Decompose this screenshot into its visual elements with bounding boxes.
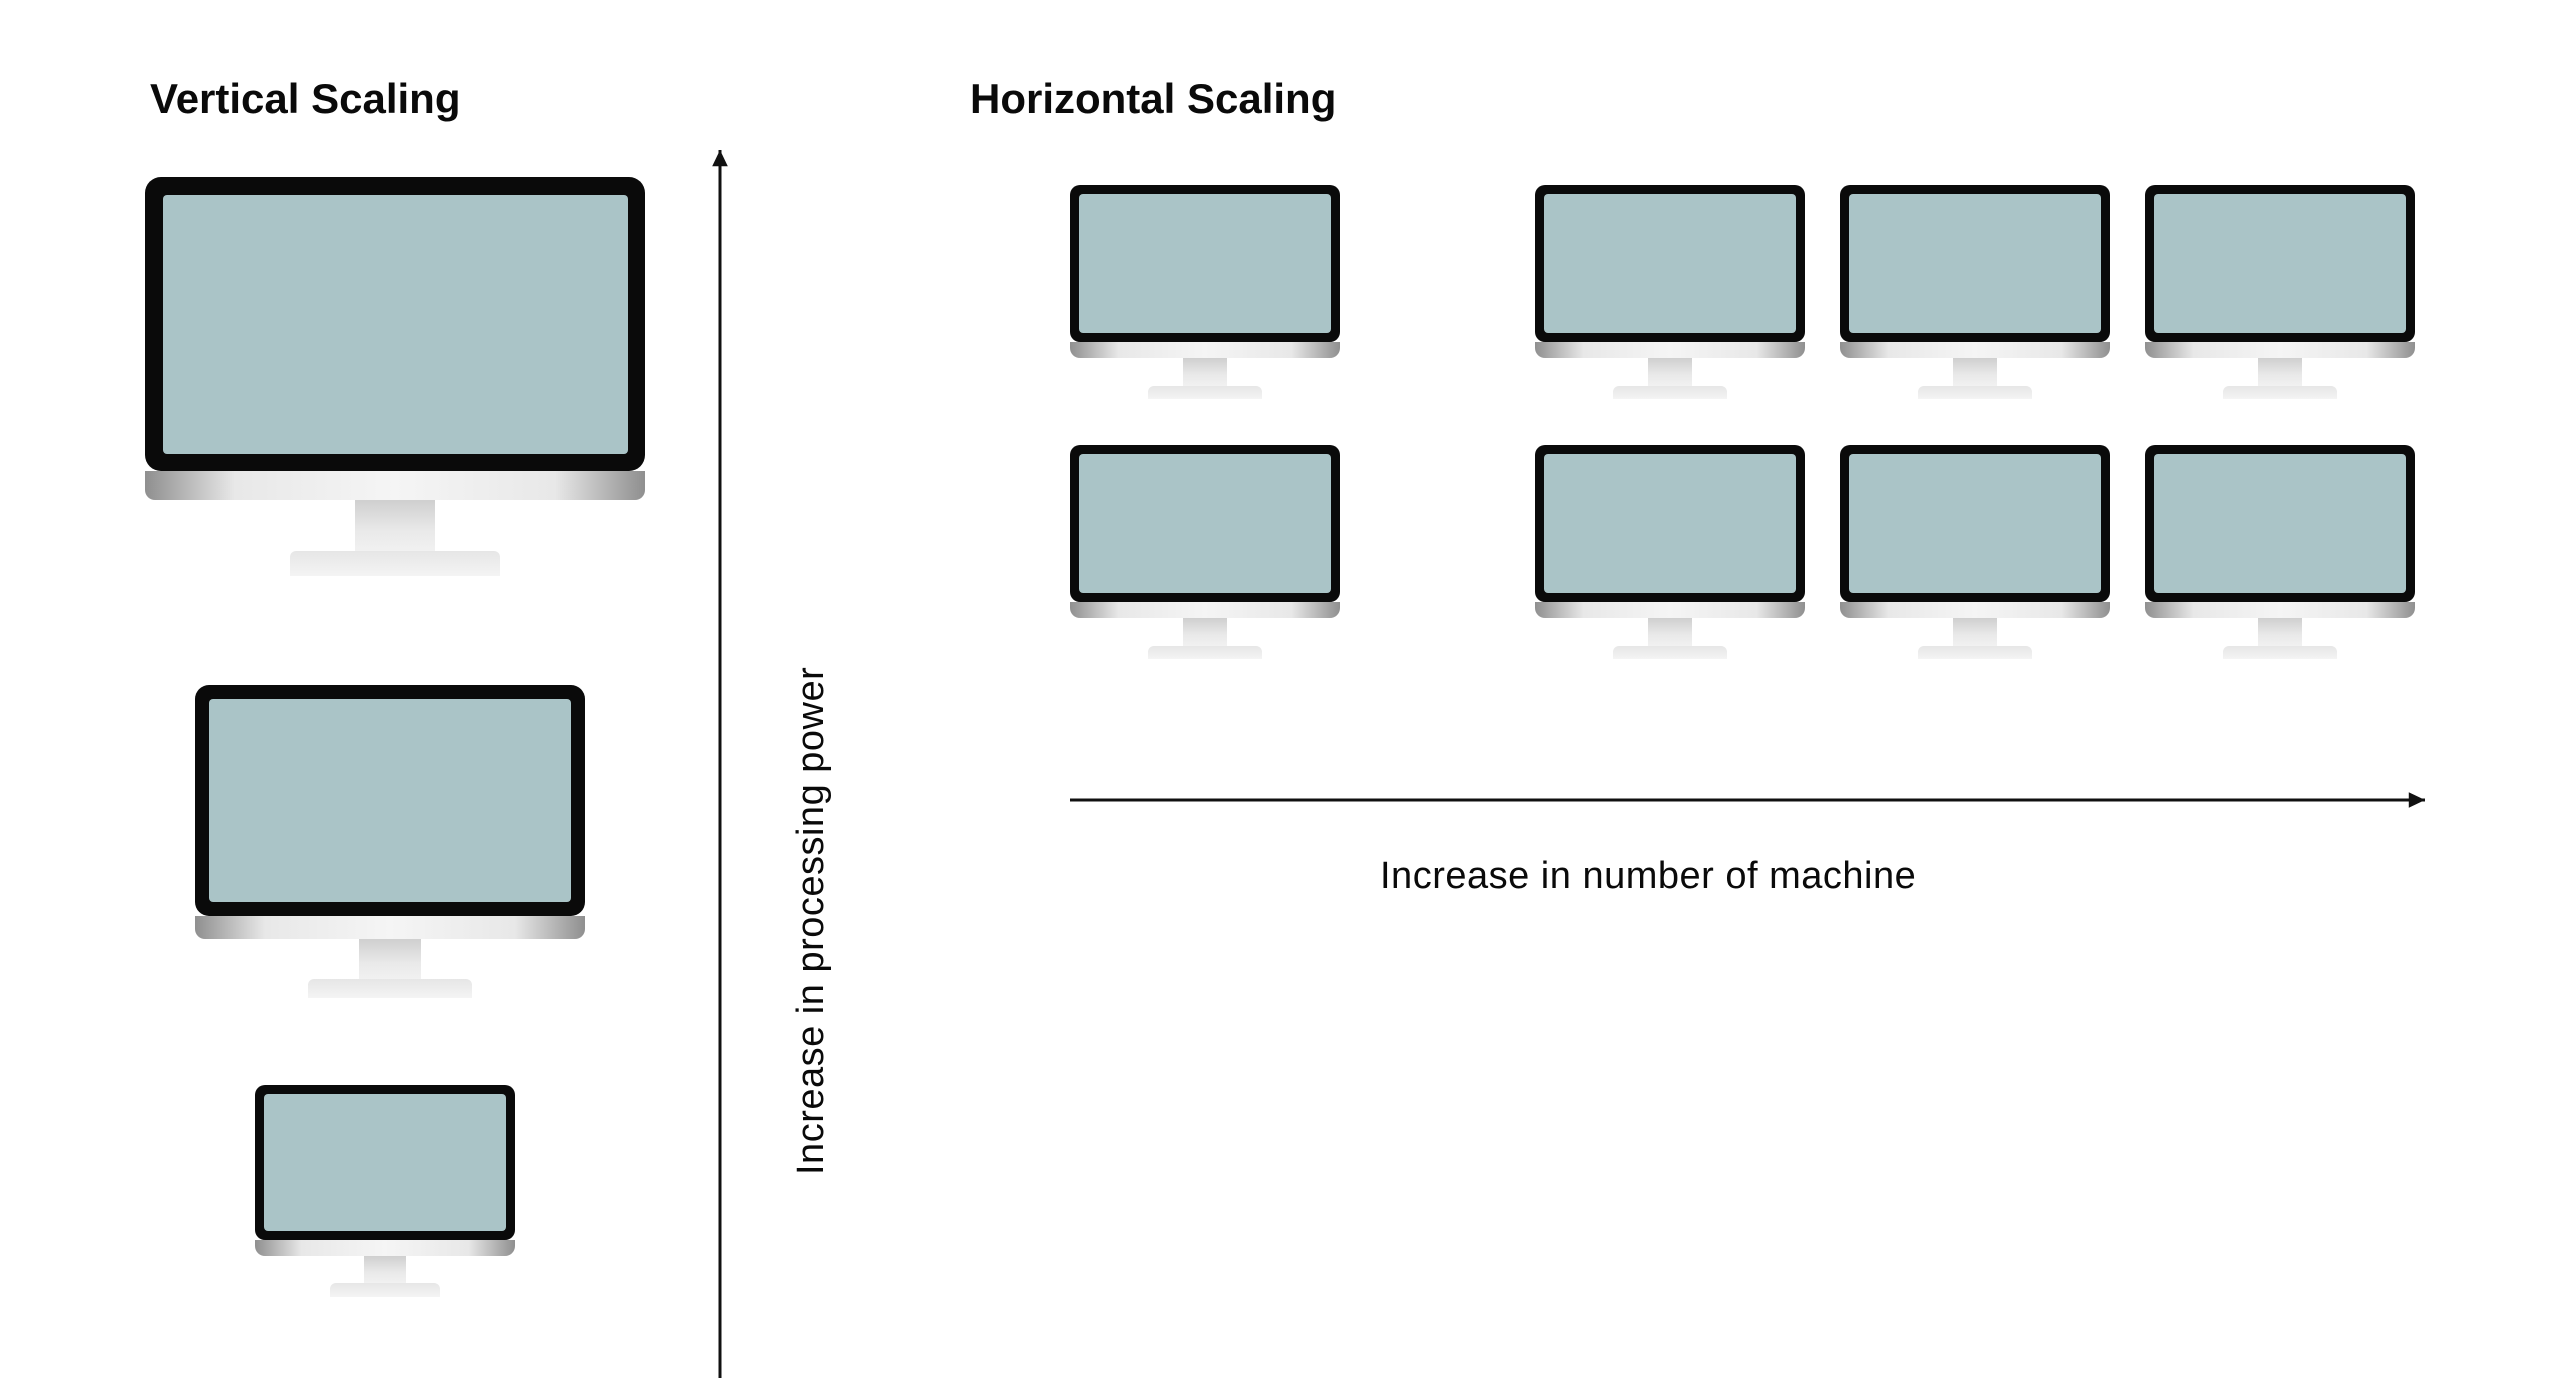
vertical-scaling-title: Vertical Scaling <box>150 75 461 123</box>
horizontal-arrow-icon <box>1040 770 2455 830</box>
monitor-icon <box>1840 445 2110 673</box>
monitor-icon <box>2145 445 2415 673</box>
horizontal-scaling-title: Horizontal Scaling <box>970 75 1336 123</box>
vertical-axis-label: Increase in processing power <box>790 667 833 1175</box>
monitor-icon <box>1840 185 2110 413</box>
monitor-icon <box>255 1085 515 1310</box>
monitor-icon <box>2145 185 2415 413</box>
monitor-icon <box>195 685 585 1015</box>
horizontal-axis-label: Increase in number of machine <box>1380 855 1916 898</box>
monitor-icon <box>1070 185 1340 413</box>
monitor-icon <box>1535 445 1805 673</box>
monitor-icon <box>1535 185 1805 413</box>
monitor-icon <box>1070 445 1340 673</box>
vertical-arrow-icon <box>690 120 750 1378</box>
monitor-icon <box>145 177 645 597</box>
